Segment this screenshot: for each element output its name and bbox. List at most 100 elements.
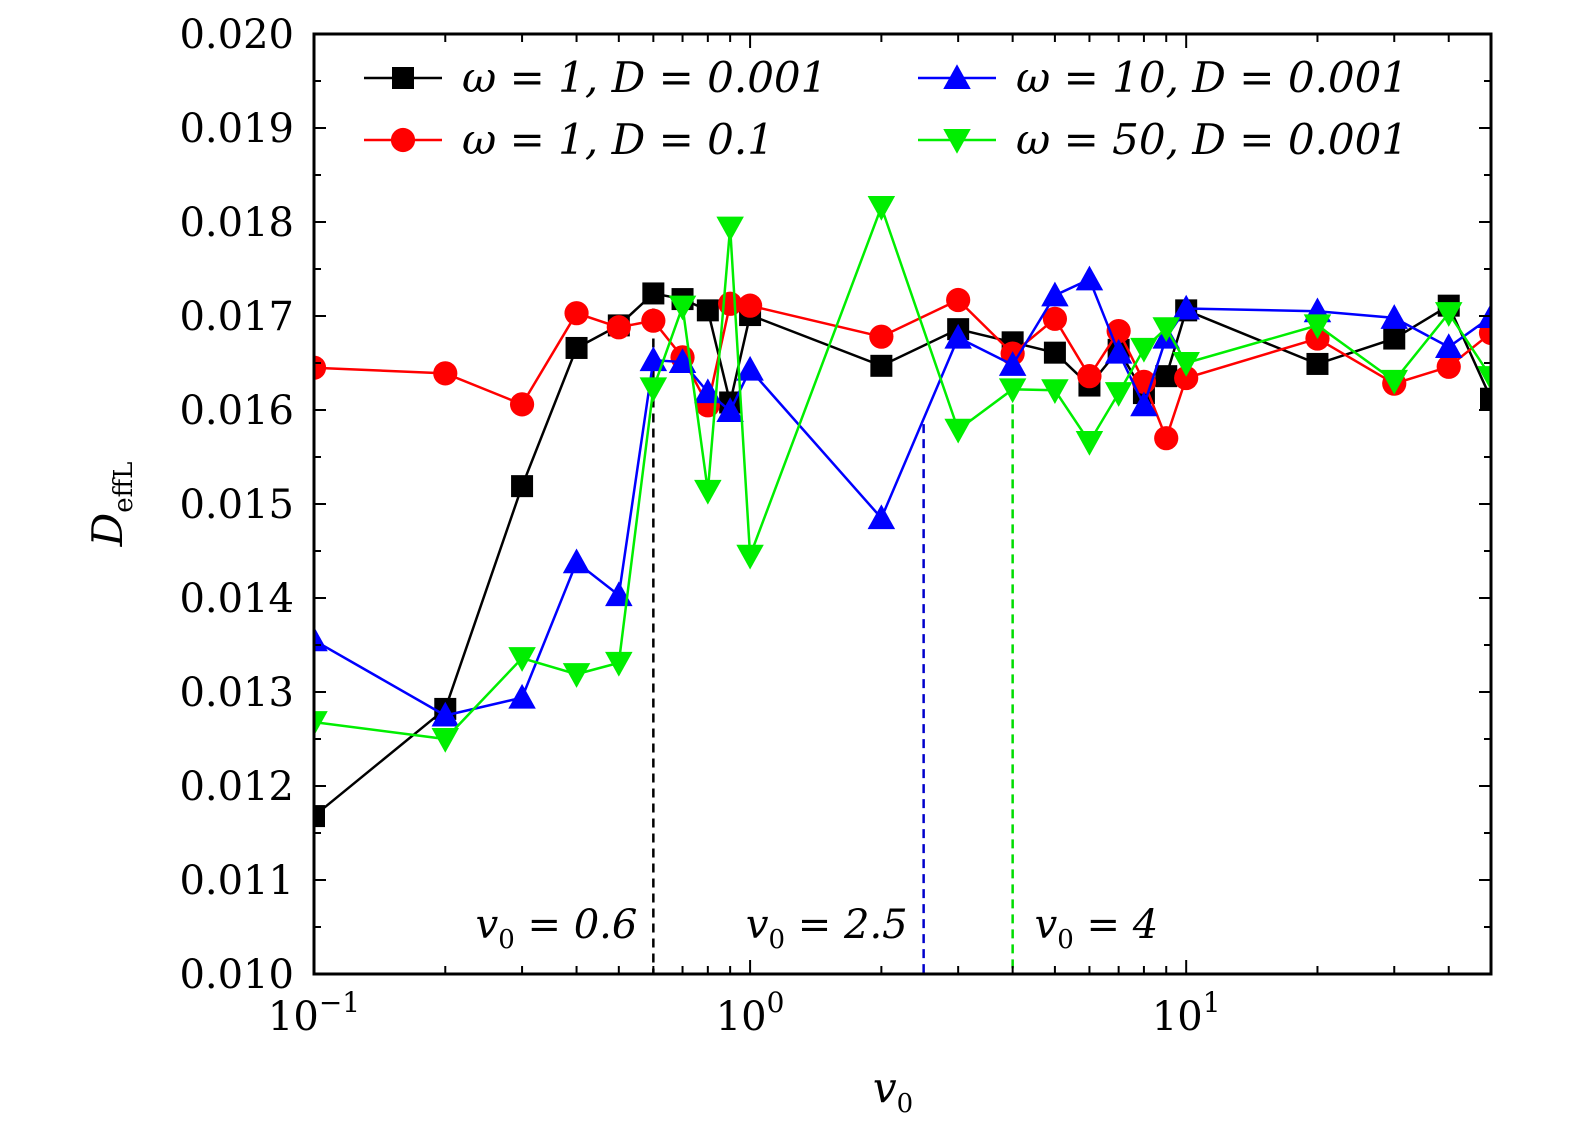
legend-swatch-marker xyxy=(390,127,416,153)
series-3-point xyxy=(1172,294,1200,320)
series-2-point xyxy=(1077,364,1102,389)
series-4-point xyxy=(1152,317,1180,342)
series-4-point xyxy=(605,651,633,677)
series-3-point xyxy=(1075,265,1104,291)
series-1-point xyxy=(314,805,325,828)
legend: ω = 1, D = 0.001 ω = 1, D = 0.1 ω = 10, D … xyxy=(364,53,1408,164)
series-4 xyxy=(314,195,1491,753)
series-4-point xyxy=(1104,382,1133,407)
threshold-black-label: v0 = 0.6 xyxy=(476,902,638,955)
series-2-point xyxy=(314,355,327,380)
series-4-point xyxy=(639,377,668,403)
legend-entry-3: ω = 10, D = 0.001 xyxy=(918,53,1408,102)
x-axis-label: v0 xyxy=(873,1063,913,1119)
x-tick-label: 10−1 xyxy=(268,986,360,1040)
series-4-point xyxy=(1303,314,1332,340)
legend-entry-1: ω = 1, D = 0.001 xyxy=(364,53,827,102)
y-tick-label: 0.018 xyxy=(179,200,294,246)
series-3-point xyxy=(1130,391,1158,417)
series-1-point xyxy=(511,475,534,498)
series-4-point xyxy=(1130,337,1158,363)
y-tick-label: 0.015 xyxy=(179,482,294,528)
legend-swatch-marker xyxy=(943,64,971,89)
series-3-point xyxy=(867,504,896,530)
series-3-point xyxy=(716,397,744,422)
series-2-point xyxy=(1174,365,1199,391)
series-1-point xyxy=(870,354,893,377)
series-4-point xyxy=(1380,369,1409,395)
y-tick-label: 0.013 xyxy=(179,670,294,716)
legend-label: ω = 1, D = 0.001 xyxy=(462,53,827,102)
threshold-green-label: v0 = 4 xyxy=(1035,902,1159,955)
y-tick-label: 0.012 xyxy=(179,764,294,810)
series-2-point xyxy=(737,293,763,318)
series-4-point xyxy=(431,728,460,753)
series-3-point xyxy=(736,355,764,381)
x-tick-label: 100 xyxy=(716,986,785,1040)
series-layer xyxy=(314,195,1491,828)
y-tick-label: 0.016 xyxy=(179,388,294,434)
series-2-point xyxy=(1436,354,1461,379)
series-2-point xyxy=(606,315,631,340)
series-4-point xyxy=(314,711,328,736)
series-3-point xyxy=(1434,333,1463,359)
legend-label: ω = 10, D = 0.001 xyxy=(1016,53,1408,102)
series-1-point xyxy=(1155,365,1178,388)
series-1-point xyxy=(1043,341,1066,364)
series-2-point xyxy=(1154,426,1179,451)
series-1-point xyxy=(1383,327,1406,350)
series-4-point xyxy=(508,647,536,672)
series-1-point xyxy=(1480,387,1491,410)
series-1-point xyxy=(642,282,665,305)
series-2-point xyxy=(869,324,894,349)
legend-swatch-marker xyxy=(943,129,971,154)
series-3-point xyxy=(944,323,972,349)
series-3-point xyxy=(508,683,536,709)
legend-entry-2: ω = 1, D = 0.1 xyxy=(364,115,774,164)
series-4-point xyxy=(736,544,764,570)
series-3-point xyxy=(562,548,591,574)
legend-entry-4: ω = 50, D = 0.001 xyxy=(918,115,1408,164)
annotations: v0 = 0.6 v0 = 2.5 v0 = 4 xyxy=(476,902,1159,955)
legend-label: ω = 50, D = 0.001 xyxy=(1016,115,1408,164)
y-tick-label: 0.010 xyxy=(179,952,294,998)
series-3-point xyxy=(668,348,697,374)
series-4-point xyxy=(944,418,972,444)
legend-swatch-marker xyxy=(392,67,414,89)
series-2-point xyxy=(509,392,535,417)
series-3-point xyxy=(431,701,460,727)
series-2-point xyxy=(1042,306,1068,331)
y-tick-label: 0.014 xyxy=(179,576,294,622)
series-4-point xyxy=(668,295,697,321)
series-4-point xyxy=(867,195,896,221)
y-tick-label: 0.019 xyxy=(179,106,294,152)
y-tick-label: 0.011 xyxy=(179,858,294,904)
series-1-point xyxy=(1306,352,1329,375)
series-4-point xyxy=(562,663,591,688)
series-2-point xyxy=(946,287,971,313)
series-1-point xyxy=(696,299,719,322)
series-3-point xyxy=(998,351,1027,376)
series-4-point xyxy=(1075,430,1104,456)
series-4-point xyxy=(716,216,744,242)
y-axis-label: DeffL xyxy=(83,462,139,548)
threshold-lines xyxy=(652,293,1014,974)
series-4-point xyxy=(1477,366,1491,391)
series-4-point xyxy=(1172,352,1200,377)
series-4-point xyxy=(694,479,722,505)
tick-labels: 0.010 0.011 0.012 0.013 0.014 0.015 0.016 0.017… xyxy=(179,12,1220,1040)
x-tick-label: 101 xyxy=(1152,986,1221,1040)
y-tick-label: 0.017 xyxy=(179,294,294,340)
series-4-point xyxy=(1041,379,1069,405)
series-2-point xyxy=(641,308,666,333)
series-4-point xyxy=(1434,302,1463,327)
series-3-point xyxy=(1104,338,1133,364)
series-2-point xyxy=(433,361,458,386)
series-3-point xyxy=(639,346,668,372)
series-4-point xyxy=(998,378,1027,404)
series-1-point xyxy=(565,336,588,359)
y-tick-label: 0.020 xyxy=(179,12,294,58)
series-2-point xyxy=(564,301,589,326)
series-3-point xyxy=(1041,281,1069,307)
